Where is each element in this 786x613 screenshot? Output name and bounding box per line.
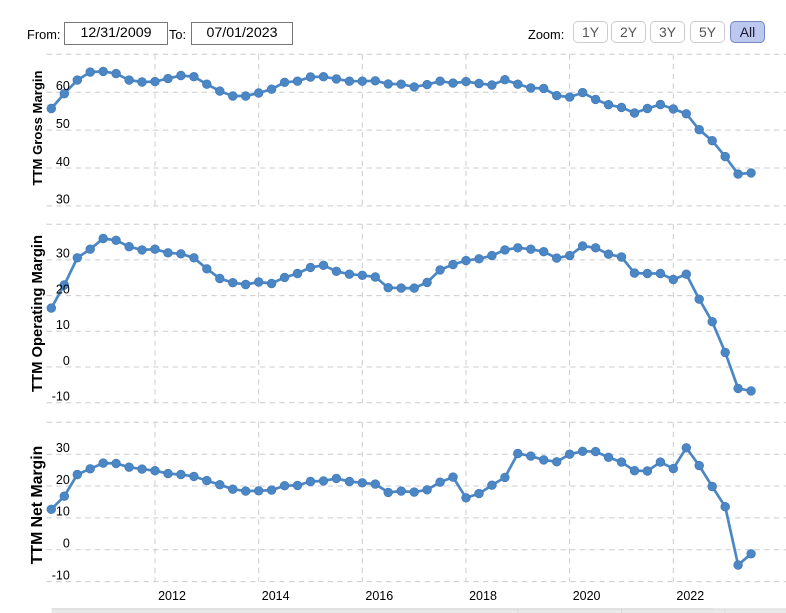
svg-text:10: 10 (56, 318, 70, 332)
svg-text:2014: 2014 (262, 589, 290, 603)
svg-text:20: 20 (56, 473, 70, 487)
svg-text:TTM Net Margin: TTM Net Margin (29, 446, 46, 564)
svg-text:TTM Gross Margin: TTM Gross Margin (30, 71, 45, 186)
svg-text:2020: 2020 (573, 589, 601, 603)
svg-text:0: 0 (63, 354, 70, 368)
svg-text:60: 60 (56, 79, 70, 93)
svg-text:-10: -10 (52, 568, 70, 582)
svg-text:20: 20 (56, 282, 70, 296)
svg-text:40: 40 (56, 155, 70, 169)
svg-text:0: 0 (63, 537, 70, 551)
svg-text:-10: -10 (52, 390, 70, 404)
svg-text:2018: 2018 (469, 589, 497, 603)
svg-text:2022: 2022 (676, 589, 704, 603)
svg-text:30: 30 (56, 441, 70, 455)
svg-text:10: 10 (56, 505, 70, 519)
svg-text:TTM Operating Margin: TTM Operating Margin (30, 235, 46, 392)
svg-text:2012: 2012 (158, 589, 186, 603)
svg-text:2016: 2016 (365, 589, 393, 603)
svg-text:50: 50 (56, 117, 70, 131)
svg-text:30: 30 (56, 247, 70, 261)
svg-text:30: 30 (56, 193, 70, 207)
